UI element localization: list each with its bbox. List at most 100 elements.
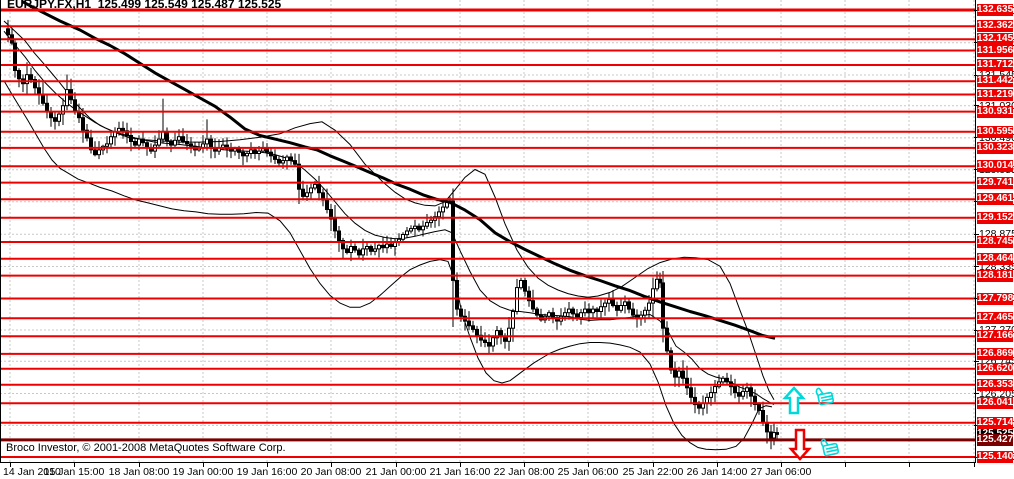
price-tick-mark — [974, 393, 979, 394]
candle-body — [381, 244, 385, 249]
candle-body — [277, 158, 281, 164]
candle-body — [45, 102, 49, 113]
price-tick-mark — [974, 424, 979, 426]
candle-body — [413, 225, 417, 230]
hand-fingers — [825, 445, 839, 453]
candle-body — [253, 149, 257, 154]
time-tick-mark — [524, 463, 525, 467]
candle-body — [697, 404, 701, 409]
candle-body — [567, 308, 571, 314]
candle-body — [317, 183, 321, 194]
time-axis[interactable]: 14 Jan 2010 15 Jan 15:00 18 Jan 08:00 19 Ja… — [0, 463, 1014, 479]
candle-body — [693, 396, 697, 406]
price-chart[interactable] — [0, 0, 976, 463]
candle-body — [293, 160, 297, 165]
candle-body — [467, 320, 471, 327]
candle-body — [527, 290, 531, 302]
price-level-label: 131.442 — [977, 75, 1014, 88]
time-tick-mark — [203, 463, 204, 467]
candle-body — [491, 337, 495, 347]
candle-body — [709, 392, 713, 398]
thumbs-up-icon[interactable] — [820, 437, 840, 457]
candle-body — [53, 117, 57, 122]
time-tick-mark — [974, 463, 975, 467]
bollinger-upper-band[interactable] — [3, 20, 775, 400]
time-tick-label: 14 Jan 2010 — [3, 466, 61, 478]
candle-body — [57, 113, 61, 122]
candle-body — [587, 308, 591, 314]
chart-plot-area[interactable]: EURJPY.FX,H1 125.499 125.549 125.487 125… — [0, 0, 976, 463]
candle-body — [579, 312, 583, 319]
candle-body — [405, 230, 409, 236]
price-level-label: 127.798 — [977, 292, 1014, 305]
candle-body — [451, 200, 455, 281]
time-tick-mark — [396, 463, 397, 467]
candle-body — [241, 151, 245, 157]
candle-body — [607, 299, 611, 304]
candle-body — [471, 325, 475, 330]
candle-body — [137, 138, 141, 146]
price-level-label: 130.323 — [977, 141, 1014, 154]
price-level-label: 125.140 — [977, 451, 1014, 463]
candle-body — [361, 248, 365, 256]
price-level-label: 125.714 — [977, 416, 1014, 429]
candle-body — [455, 280, 459, 310]
candle-body — [623, 301, 627, 306]
candle-body — [745, 387, 749, 392]
candle-body — [519, 280, 523, 289]
candle-body — [377, 244, 381, 250]
hand-thumb — [815, 387, 824, 396]
price-tick-mark — [974, 266, 979, 267]
candle-body — [357, 249, 361, 256]
candles — [6, 19, 779, 450]
candle-body — [281, 160, 285, 164]
price-tick-mark — [974, 105, 979, 107]
candle-body — [385, 243, 389, 249]
candle-body — [503, 336, 507, 342]
candle-body — [425, 222, 429, 227]
candle-body — [749, 387, 753, 397]
candle-body — [459, 308, 463, 317]
price-tick-mark — [974, 329, 979, 331]
down-arrow-icon[interactable] — [788, 428, 812, 461]
thumbs-up-icon[interactable] — [815, 386, 835, 406]
time-tick-mark — [909, 463, 910, 467]
up-arrow-icon[interactable] — [782, 386, 806, 415]
candle-body — [209, 138, 213, 148]
price-level-label: 128.181 — [977, 269, 1014, 282]
price-level-label: 128.745 — [977, 236, 1014, 248]
candle-body — [651, 288, 655, 304]
candle-body — [685, 377, 689, 389]
candle-body — [369, 246, 373, 252]
candle-body — [73, 99, 77, 113]
price-tick-mark — [974, 169, 979, 171]
candle-body — [441, 206, 445, 213]
hand-thumb — [820, 438, 829, 447]
candle-body — [109, 136, 113, 145]
time-tick-label: 19 Jan 16:00 — [236, 466, 298, 478]
candle-body — [233, 148, 237, 152]
candle-body — [409, 228, 413, 232]
bollinger-lower-band[interactable] — [3, 80, 773, 451]
candle-body — [631, 308, 635, 316]
candle-body — [337, 230, 341, 241]
candle-body — [25, 74, 29, 85]
time-tick-mark — [460, 463, 461, 467]
candle-body — [177, 136, 181, 141]
time-tick-mark — [717, 463, 718, 467]
price-axis[interactable]: 132.620132.085131.545131.030130.490129.9… — [974, 0, 1014, 463]
price-level-label: 132.362 — [977, 20, 1014, 33]
time-tick-label: 27 Jan 06:00 — [750, 466, 812, 478]
candle-body — [523, 280, 527, 292]
candle-body — [483, 339, 487, 344]
price-tick-mark — [974, 297, 979, 299]
price-level-label: 132.635 — [977, 4, 1014, 16]
candle-body — [531, 300, 535, 310]
candle-body — [181, 136, 185, 142]
price-level-label: 126.620 — [977, 362, 1014, 375]
candle-body — [753, 395, 757, 406]
time-tick-label: 25 Jan 22:00 — [622, 466, 684, 478]
time-tick-label: 26 Jan 14:00 — [686, 466, 748, 478]
time-tick-label: 25 Jan 06:00 — [557, 466, 619, 478]
candle-body — [475, 328, 479, 336]
